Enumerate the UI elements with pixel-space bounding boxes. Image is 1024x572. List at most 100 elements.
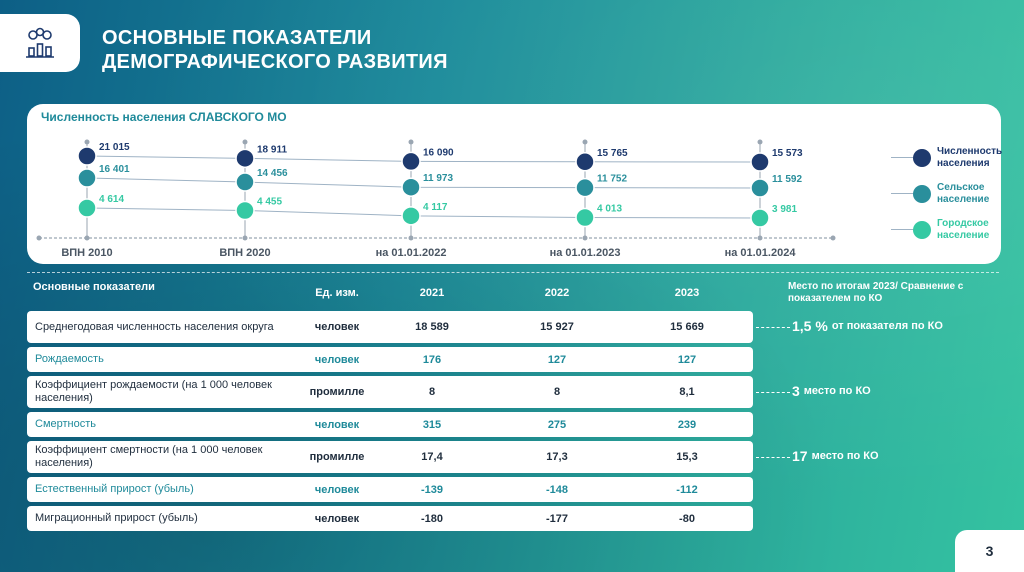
page-title-line2: ДЕМОГРАФИЧЕСКОГО РАЗВИТИЯ (102, 51, 448, 73)
page-title: ОСНОВНЫЕ ПОКАЗАТЕЛИ ДЕМОГРАФИЧЕСКОГО РАЗ… (102, 26, 448, 74)
table-header-indicator: Основные показатели (33, 281, 155, 293)
data-label: 11 973 (423, 173, 453, 184)
drop-line-bottom-dot (582, 235, 588, 241)
data-point (235, 200, 255, 221)
data-point (77, 168, 97, 188)
note-connector (756, 457, 790, 458)
row-unit: человек (314, 321, 360, 333)
drop-line-bottom-dot (757, 235, 763, 241)
data-label: 16 401 (99, 164, 130, 175)
row-value-2021: 8 (428, 386, 436, 398)
note-population-value: 1,5 % (792, 318, 828, 334)
data-point (235, 148, 255, 169)
row-name: Рождаемость (35, 353, 104, 365)
row-value-2023: -112 (676, 483, 698, 496)
data-label: 18 911 (257, 144, 287, 155)
x-tick-label: на 01.01.2023 (550, 247, 621, 259)
x-tick-label: ВПН 2010 (61, 247, 112, 259)
x-tick-label: на 01.01.2022 (376, 247, 447, 259)
row-unit: человек (314, 353, 360, 366)
x-tick-label: ВПН 2020 (219, 247, 270, 259)
row-value-2021: 18 589 (415, 321, 449, 333)
x-axis-start-dot (36, 235, 42, 241)
row-value-2023: 15 669 (670, 321, 704, 333)
row-value-2022: 275 (547, 418, 567, 431)
data-point (401, 151, 421, 172)
table-row: Коэффициент смертности (на 1 000 человек… (27, 441, 753, 473)
row-value-2022: -177 (545, 512, 569, 525)
data-label: 4 455 (257, 197, 282, 208)
row-value-2022: 17,3 (546, 451, 568, 463)
data-label: 11 752 (597, 174, 627, 185)
data-label: 15 765 (597, 148, 628, 159)
legend-item-urban: Городское население (887, 216, 1017, 246)
x-axis-end-dot (830, 235, 836, 241)
row-value-2022: 127 (547, 353, 567, 366)
row-value-2021: 17,4 (421, 451, 443, 463)
row-value-2023: 127 (677, 353, 697, 366)
drop-line-top-dot (408, 139, 414, 145)
chart-title: Численность населения СЛАВСКОГО МО (41, 110, 287, 124)
note-death-rate: 17 место по КО (792, 448, 879, 464)
table-row: Коэффициент рождаемости (на 1 000 челове… (27, 376, 753, 408)
note-connector (756, 327, 790, 328)
legend-dot-urban (913, 221, 931, 239)
row-unit: человек (314, 483, 360, 496)
row-name: Среднегодовая численность населения окру… (35, 320, 274, 333)
row-name: Естественный прирост (убыль) (35, 483, 194, 495)
note-death-rate-text: место по КО (811, 450, 879, 462)
row-unit: промилле (309, 451, 365, 463)
x-tick-label: на 01.01.2024 (725, 247, 797, 259)
gears-chart-icon (26, 27, 54, 58)
drop-line-top-dot (582, 139, 588, 145)
legend-line (891, 229, 915, 230)
drop-line-top-dot (84, 139, 90, 145)
legend-line (891, 193, 915, 194)
page-number: 3 (955, 530, 1024, 572)
row-value-2022: -148 (545, 483, 569, 496)
row-value-2021: 315 (422, 418, 442, 431)
row-unit: промилле (309, 386, 365, 398)
legend-item-rural: Сельское население (887, 180, 1017, 210)
row-value-2022: 8 (553, 386, 561, 398)
row-name: Коэффициент смертности (на 1 000 человек… (35, 444, 263, 469)
data-label: 16 090 (423, 147, 454, 158)
data-point (575, 152, 595, 172)
table-header-2023: 2023 (674, 287, 700, 299)
section-divider (27, 272, 999, 273)
data-point (575, 177, 595, 198)
row-name: Смертность (35, 418, 96, 430)
row-value-2023: 8,1 (679, 386, 695, 398)
data-label: 15 573 (772, 148, 803, 159)
data-point (235, 172, 255, 192)
row-value-2023: 239 (677, 418, 697, 431)
row-name: Коэффициент рождаемости (на 1 000 челове… (35, 379, 272, 404)
data-label: 4 013 (597, 203, 622, 214)
data-point (77, 198, 97, 218)
row-unit: человек (314, 512, 360, 525)
table-row: Среднегодовая численность населения окру… (27, 311, 753, 343)
row-unit: человек (314, 418, 360, 431)
row-name: Миграционный прирост (убыль) (35, 512, 198, 524)
data-point (750, 178, 770, 198)
table-row: Смертность человек 315 275 239 (27, 412, 753, 437)
note-birth-rate-text: место по КО (803, 385, 871, 397)
table-row: Миграционный прирост (убыль) человек -18… (27, 506, 753, 531)
data-point (575, 207, 595, 228)
data-point (750, 208, 770, 228)
data-label: 21 015 (99, 142, 130, 153)
row-value-2023: -80 (679, 512, 695, 525)
table-header-unit: Ед. изм. (315, 287, 359, 299)
legend-item-total: Численность населения (887, 144, 1017, 174)
table-row: Естественный прирост (убыль) человек -13… (27, 477, 753, 502)
drop-line-top-dot (242, 139, 248, 145)
table-row: Рождаемость человек 176 127 127 (27, 347, 753, 372)
data-point (77, 146, 97, 166)
data-label: 3 981 (772, 204, 797, 215)
page-title-line1: ОСНОВНЫЕ ПОКАЗАТЕЛИ (102, 27, 372, 49)
note-population: 1,5 % от показателя по КО (792, 318, 943, 334)
note-connector (756, 392, 790, 393)
data-label: 14 456 (257, 168, 288, 179)
drop-line-bottom-dot (408, 235, 414, 241)
note-population-text: от показателя по КО (831, 320, 943, 332)
